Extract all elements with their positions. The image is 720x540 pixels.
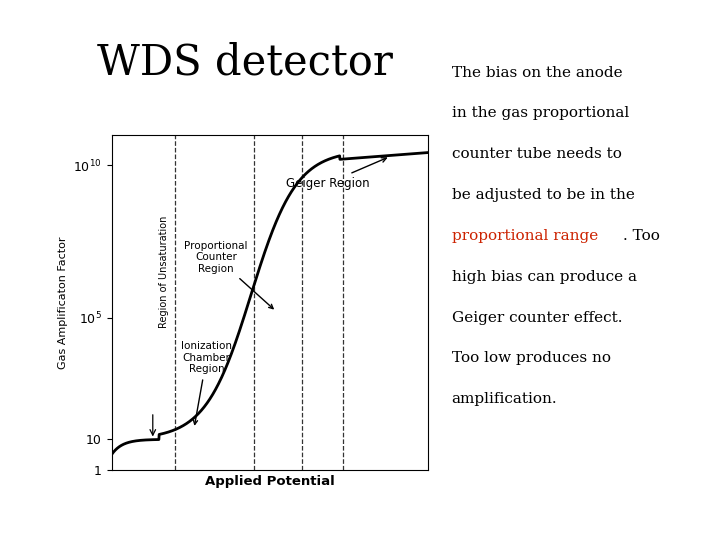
Text: Geiger counter effect.: Geiger counter effect.: [451, 310, 622, 325]
Text: be adjusted to be in the: be adjusted to be in the: [451, 188, 634, 202]
Text: Too low produces no: Too low produces no: [451, 352, 611, 366]
Text: in the gas proportional: in the gas proportional: [451, 106, 629, 120]
Y-axis label: Gas Amplificaton Factor: Gas Amplificaton Factor: [58, 236, 68, 369]
Text: Region of Unsaturation: Region of Unsaturation: [159, 216, 169, 328]
Text: high bias can produce a: high bias can produce a: [451, 270, 636, 284]
Text: Ionization
Chamber
Region: Ionization Chamber Region: [181, 341, 232, 424]
Text: amplification.: amplification.: [451, 392, 557, 406]
Text: counter tube needs to: counter tube needs to: [451, 147, 621, 161]
X-axis label: Applied Potential: Applied Potential: [205, 475, 335, 488]
Text: UW- Madison Geology  777: UW- Madison Geology 777: [47, 10, 209, 20]
Text: ❊: ❊: [12, 8, 24, 22]
Text: Geiger Region: Geiger Region: [286, 158, 387, 190]
Text: . Too: . Too: [623, 229, 660, 243]
Text: proportional range: proportional range: [451, 229, 598, 243]
Text: Proportional
Counter
Region: Proportional Counter Region: [184, 241, 273, 309]
Text: The bias on the anode: The bias on the anode: [451, 66, 622, 80]
Text: WDS detector: WDS detector: [97, 41, 392, 83]
